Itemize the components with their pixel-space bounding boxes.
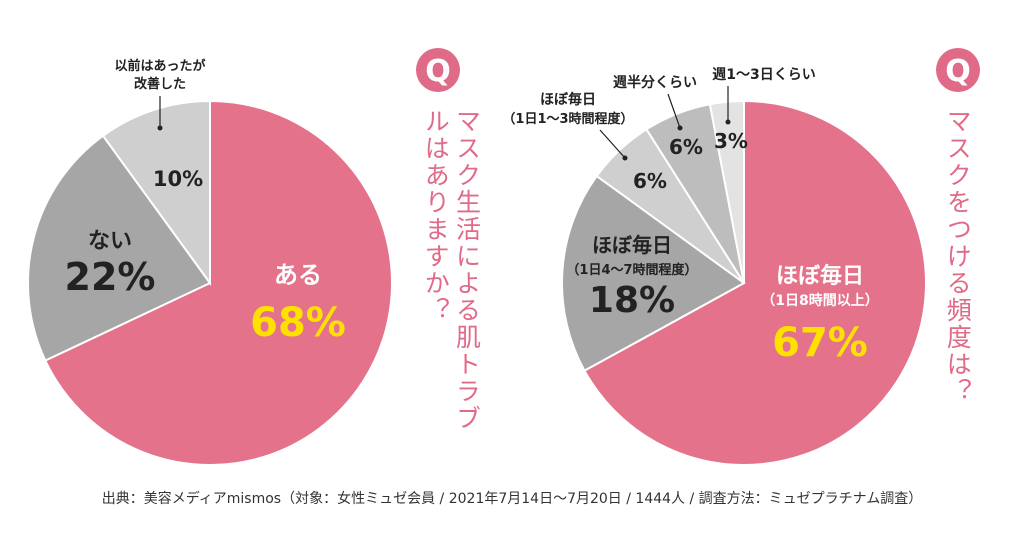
callout-kaizen-line2: 改善した [134, 76, 186, 92]
skin-trouble-slice-2 [101, 99, 211, 287]
pie-chart-skin-trouble [27, 99, 393, 466]
slice-value-kaizen: 10% [153, 167, 203, 191]
slice-sublabel-4-7h: （1日4〜7時間程度） [566, 262, 697, 278]
callout-half-week-leader-dot [677, 125, 683, 131]
slice-label-nai: ない [88, 229, 132, 254]
slice-value-1-3h: 6% [633, 169, 667, 193]
mask-frequency-slice-1 [561, 174, 746, 373]
question-mask-frequency: マスクをつける頻度は？ [943, 108, 973, 405]
callout-1-3days-leader-dot [725, 119, 731, 125]
slice-value-4-7h: 18% [589, 280, 675, 321]
q-badge-right-label: Q [945, 54, 971, 89]
q-badge-left: Q [416, 48, 460, 92]
pie-chart-mask-frequency [561, 99, 927, 466]
callout-1-3h-label: ほぼ毎日 [540, 91, 596, 108]
labels-mask-frequency: ほぼ毎日 （1日8時間以上） 67% ほぼ毎日 （1日4〜7時間程度） 18% 6%6% 3%… [502, 67, 878, 366]
callout-1-3h-sublabel: （1日1〜3時間程度） [502, 111, 633, 127]
slice-value-aru: 68% [250, 300, 346, 346]
slice-label-8h: ほぼ毎日 [776, 264, 864, 289]
callout-1-3days-label: 週1〜3日くらい [712, 67, 815, 83]
source-note: 出典：美容メディアmismos（対象：女性ミュゼ会員 / 2021年7月14日〜… [101, 491, 923, 507]
mask-frequency-slice-4 [708, 99, 745, 284]
callout-1-3h-leader-dot [622, 155, 628, 161]
skin-trouble-slice-0 [43, 99, 393, 466]
callout-1-3h-leader [599, 129, 626, 159]
skin-trouble-slice-1 [27, 134, 212, 362]
mask-frequency-slice-0 [583, 99, 927, 466]
q-badge-right: Q [936, 48, 980, 92]
callout-half-week-leader [667, 93, 681, 129]
q-badge-left-label: Q [425, 54, 451, 89]
callout-kaizen-leader-dot [157, 125, 163, 131]
slice-label-aru: ある [274, 261, 322, 289]
callout-half-week-label: 週半分くらい [613, 74, 697, 91]
slice-value-half-week: 6% [669, 135, 703, 159]
slice-sublabel-8h: （1日8時間以上） [761, 292, 878, 309]
slice-value-1-3days: 3% [714, 129, 748, 153]
slice-value-8h: 67% [772, 320, 868, 366]
question-skin-trouble: マスク生活による肌トラブルはありますか？ [421, 108, 482, 432]
slice-value-nai: 22% [65, 255, 156, 299]
callout-kaizen-line1: 以前はあったが [114, 58, 205, 74]
slice-label-4-7h: ほぼ毎日 [592, 233, 672, 257]
